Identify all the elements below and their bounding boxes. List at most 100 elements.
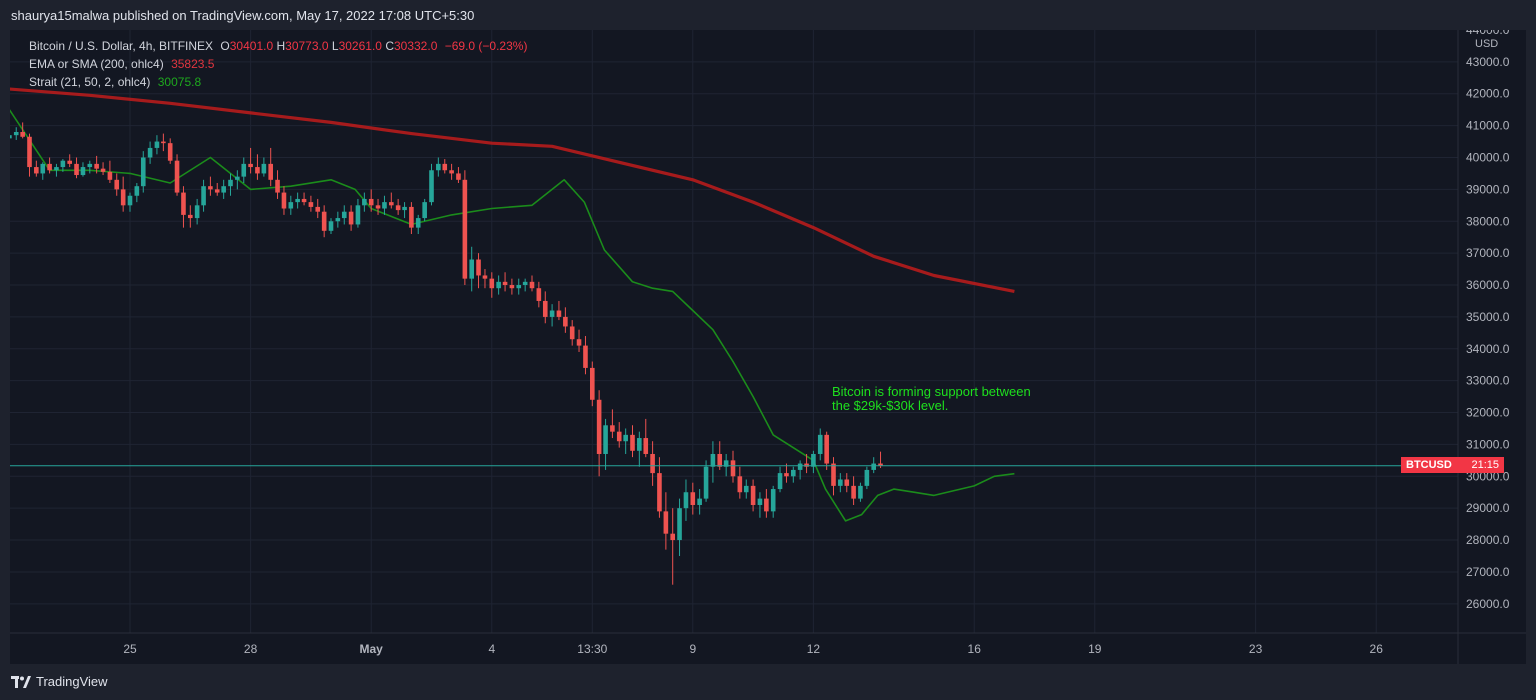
candle-body bbox=[241, 163, 247, 177]
candle-body bbox=[811, 453, 816, 467]
candle-body bbox=[522, 281, 528, 286]
candle-body bbox=[502, 281, 508, 286]
price-tag-symbol: BTCUSD bbox=[1406, 459, 1452, 471]
candle-body bbox=[134, 186, 140, 196]
candle-body bbox=[436, 163, 441, 171]
candle-body bbox=[623, 434, 628, 442]
y-tick-label: 32000.0 bbox=[1466, 406, 1510, 420]
publish-header: shaurya15malwa published on TradingView.… bbox=[0, 0, 1536, 30]
candle-body bbox=[214, 189, 220, 193]
candle-body bbox=[201, 186, 206, 206]
legend-symbol: Bitcoin / U.S. Dollar, 4h, BITFINEX bbox=[29, 39, 214, 53]
candle-body bbox=[415, 218, 421, 228]
candle-body bbox=[797, 463, 803, 470]
legend-strait[interactable]: Strait (21, 50, 2, ohlc4) 30075.8 bbox=[29, 75, 201, 89]
candle-body bbox=[328, 221, 334, 231]
candle-body bbox=[94, 163, 99, 169]
y-tick-label: 29000.0 bbox=[1466, 501, 1510, 515]
candle-body bbox=[161, 141, 166, 144]
candle-body bbox=[275, 179, 280, 193]
chart-annotation[interactable]: Bitcoin is forming support between the $… bbox=[832, 384, 1031, 413]
candle-body bbox=[402, 206, 407, 211]
candle-body bbox=[596, 399, 602, 454]
candle-body bbox=[804, 463, 809, 467]
candle-body bbox=[140, 157, 146, 187]
y-tick-label: 28000.0 bbox=[1466, 533, 1510, 547]
candle-body bbox=[375, 205, 381, 209]
candle-body bbox=[730, 460, 736, 477]
candle-body bbox=[838, 479, 843, 486]
candle-body bbox=[315, 206, 321, 212]
candle-body bbox=[362, 198, 367, 206]
candle-body bbox=[542, 300, 548, 317]
y-tick-label: 41000.0 bbox=[1466, 119, 1510, 133]
candle-body bbox=[449, 170, 454, 174]
candle-body bbox=[717, 453, 723, 467]
candle-body bbox=[563, 316, 568, 327]
x-tick-label: 28 bbox=[244, 642, 258, 656]
candle-body bbox=[80, 167, 86, 176]
legend-main: Bitcoin / U.S. Dollar, 4h, BITFINEX O304… bbox=[29, 39, 527, 53]
candle-body bbox=[469, 259, 474, 279]
candle-body bbox=[429, 170, 434, 203]
candle-body bbox=[817, 434, 823, 454]
candle-body bbox=[308, 202, 314, 207]
candle-body bbox=[395, 205, 401, 211]
candle-body bbox=[851, 485, 856, 499]
candle-body bbox=[764, 498, 769, 512]
candle-body bbox=[482, 275, 488, 279]
legend-change: −69.0 (−0.23%) bbox=[444, 39, 528, 53]
x-tick-label: 19 bbox=[1088, 642, 1102, 656]
tradingview-logo-icon bbox=[11, 675, 31, 688]
y-tick-label: 42000.0 bbox=[1466, 87, 1510, 101]
candle-body bbox=[10, 135, 12, 139]
tradingview-logo[interactable]: TradingView bbox=[11, 674, 108, 689]
candle-body bbox=[54, 167, 59, 171]
candle-body bbox=[456, 173, 461, 180]
legend-l-label: L bbox=[331, 39, 339, 53]
candle-body bbox=[288, 202, 294, 209]
candle-body bbox=[737, 476, 743, 493]
legend-ema-label: EMA or SMA (200, ohlc4) bbox=[29, 57, 164, 71]
candle-body bbox=[221, 186, 226, 193]
candle-body bbox=[677, 508, 682, 541]
candle-body bbox=[20, 131, 25, 137]
candle-body bbox=[723, 460, 729, 467]
candle-body bbox=[60, 160, 66, 168]
candle-body bbox=[569, 326, 575, 340]
candle-body bbox=[878, 463, 883, 466]
candle-body bbox=[784, 473, 789, 477]
legend-ema[interactable]: EMA or SMA (200, ohlc4) 35823.5 bbox=[29, 57, 214, 71]
ema-200-line bbox=[10, 87, 1015, 293]
y-tick-label: 38000.0 bbox=[1466, 214, 1510, 228]
chart-background bbox=[10, 30, 1526, 664]
candle-body bbox=[489, 278, 495, 289]
candle-body bbox=[710, 453, 716, 467]
candle-body bbox=[777, 473, 783, 490]
candle-body bbox=[422, 202, 427, 219]
price-chart[interactable]: 26000.027000.028000.029000.030000.031000… bbox=[10, 30, 1526, 664]
candle-body bbox=[858, 485, 863, 499]
candle-body bbox=[268, 163, 273, 180]
candle-body bbox=[341, 211, 347, 219]
chart-panel[interactable]: 26000.0 27000.0 28000.0 29000.0 30000.0 31000… bbox=[10, 30, 1526, 664]
candle-body bbox=[516, 285, 522, 289]
candle-body bbox=[657, 473, 662, 512]
last-price-tag: BTCUSD 21:15 bbox=[1401, 457, 1504, 473]
legend-h-value: 30773.0 bbox=[285, 39, 329, 53]
candle-body bbox=[194, 205, 200, 219]
y-tick-label: 33000.0 bbox=[1466, 374, 1510, 388]
candle-body bbox=[603, 425, 608, 454]
candle-body bbox=[261, 163, 267, 174]
candle-body bbox=[616, 431, 622, 442]
legend-l-value: 30261.0 bbox=[338, 39, 382, 53]
candle-body bbox=[47, 163, 52, 171]
candle-body bbox=[791, 469, 796, 477]
candle-body bbox=[590, 367, 595, 400]
y-tick-label: 27000.0 bbox=[1466, 565, 1510, 579]
y-tick-label: 31000.0 bbox=[1466, 437, 1510, 451]
logo-text: TradingView bbox=[36, 674, 108, 689]
candle-body bbox=[697, 498, 702, 505]
legend-o-label: O bbox=[220, 39, 230, 53]
candle-body bbox=[844, 479, 850, 486]
